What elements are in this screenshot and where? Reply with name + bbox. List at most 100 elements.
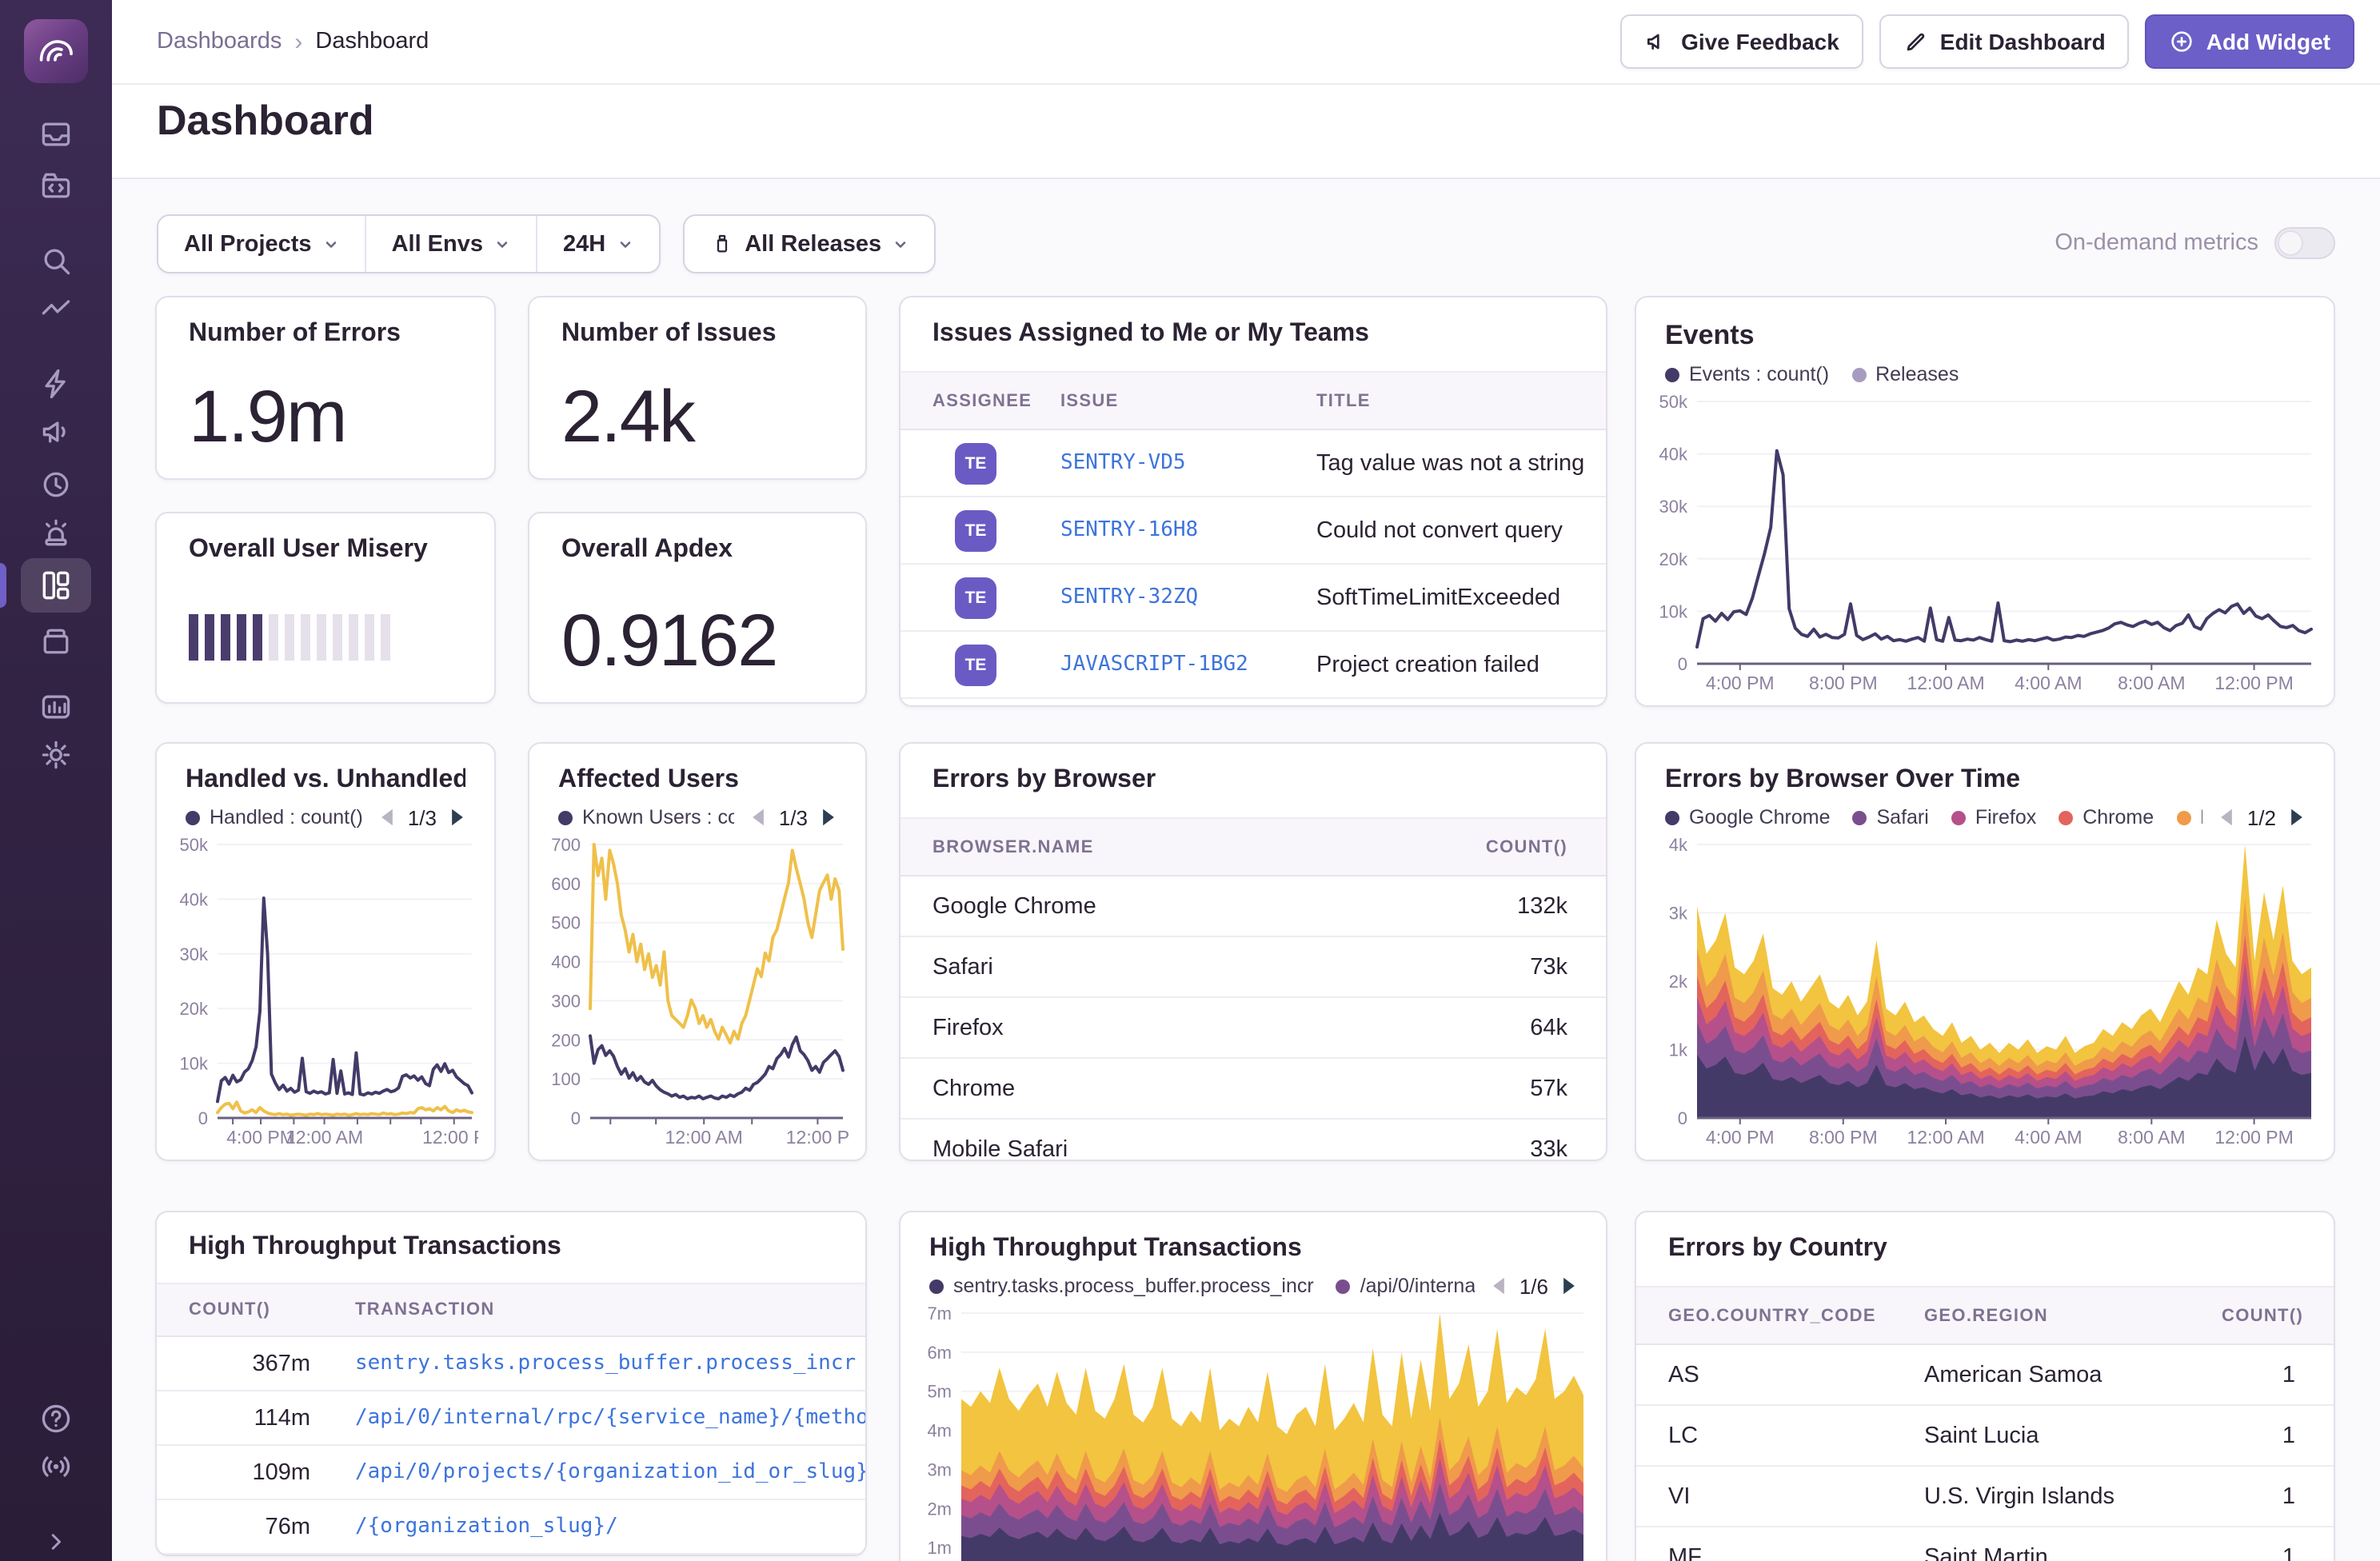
column-header[interactable]: ASSIGNEE [932,391,1032,410]
chart-canvas: 0 10k 20k 30k 40k 50k 4:00 PM 8:00 PM 12:00 AM 4:… [1659,392,2313,693]
chevron-down-icon [619,241,630,247]
assignee-avatar[interactable]: TE [955,577,996,618]
assignee-avatar[interactable]: TE [955,644,996,685]
sidebar-item-search[interactable] [27,232,85,289]
svg-text:20k: 20k [180,999,209,1019]
legend-item[interactable]: Google Chrome [1665,806,1831,828]
assignee-cell: TE [900,644,1060,685]
column-header[interactable]: COUNT() [189,1300,271,1319]
pagination-prev-button[interactable] [379,808,395,827]
svg-text:4k: 4k [1669,835,1688,855]
sidebar-item-alerts[interactable] [27,355,85,413]
errors-by-browser-table: BROWSER.NAME COUNT() Google Chrome 132k Safa… [900,819,1606,1160]
issue-link[interactable]: SENTRY-VD5 [1060,451,1186,475]
pagination-count: 1/2 [2246,805,2276,829]
column-header[interactable]: TRANSACTION [355,1300,495,1319]
sidebar-item-feedback[interactable] [27,403,85,461]
sidebar-item-dashboards[interactable] [21,558,91,613]
browser-name: Safari [932,954,993,980]
legend-item[interactable]: Chrome [2059,806,2154,828]
widget-overall-apdex: Overall Apdex 0.9162 [528,512,867,704]
country-region: Saint Lucia [1924,1423,2039,1448]
misery-segment [333,614,342,661]
column-header[interactable]: GEO.REGION [1924,1306,2048,1325]
pagination-next-button[interactable] [2289,808,2305,827]
column-header[interactable]: ISSUE [1060,391,1119,410]
legend-item[interactable]: Mobile S [2176,806,2202,828]
svg-text:12:00 AM: 12:00 AM [286,1127,363,1148]
svg-text:4:00 PM: 4:00 PM [226,1127,295,1148]
sidebar [0,0,112,1561]
transaction-link[interactable]: sentry.tasks.process_buffer.process_incr [355,1351,857,1375]
column-header[interactable]: TITLE [1316,391,1371,410]
transaction-link[interactable]: /{organization_slug}/ [355,1515,618,1539]
sidebar-item-crons[interactable] [27,504,85,561]
table-row: MF Saint Martin 1 [1636,1527,2334,1561]
table-row: TE SENTRY-16H8 Could not convert query [900,497,1606,565]
sidebar-collapse-toggle[interactable] [27,1513,85,1561]
on-demand-metrics-toggle[interactable] [2274,227,2335,259]
column-header[interactable]: GEO.COUNTRY_CODE [1668,1306,1876,1325]
pagination-prev-button[interactable] [2218,808,2234,827]
assignee-avatar[interactable]: TE [955,442,996,484]
issue-link[interactable]: SENTRY-32ZQ [1060,585,1199,609]
give-feedback-button[interactable]: Give Feedback [1620,14,1863,69]
add-widget-button[interactable]: Add Widget [2145,14,2354,69]
sidebar-item-replays[interactable] [27,456,85,513]
assignee-avatar[interactable]: TE [955,509,996,551]
legend-item[interactable]: /api/0/internal/r [1336,1275,1475,1297]
transaction-link[interactable]: /api/0/projects/{organization_id_or_slug… [355,1460,865,1484]
sidebar-item-stats[interactable] [27,678,85,736]
svg-text:12:00 P: 12:00 P [786,1127,849,1148]
sidebar-item-issues[interactable] [27,106,85,163]
svg-text:600: 600 [551,874,581,894]
legend-item[interactable]: sentry.tasks.process_buffer.process_incr [929,1275,1314,1297]
svg-text:8:00 PM: 8:00 PM [1809,673,1878,693]
legend-dot-icon [1665,810,1679,824]
column-header[interactable]: COUNT() [1485,837,1567,856]
transaction-link[interactable]: /api/0/internal/rpc/{service_name}/{meth… [355,1406,865,1430]
broadcast-icon [42,1456,70,1477]
pagination-next-button[interactable] [449,808,465,827]
performance-zigzag-icon [42,300,70,315]
column-header[interactable]: BROWSER.NAME [932,837,1094,856]
legend-item[interactable]: Safari [1852,806,1929,828]
sidebar-item-broadcast[interactable] [27,1438,85,1495]
crons-siren-icon [45,519,67,546]
column-header[interactable]: COUNT() [2222,1306,2304,1325]
period-filter-dropdown[interactable]: 24H [536,216,658,272]
legend-item[interactable]: Known Users : cour [558,806,734,828]
svg-text:20k: 20k [1659,549,1688,569]
legend-item[interactable]: Events : count() [1665,363,1829,385]
pagination-next-button[interactable] [1561,1276,1577,1296]
legend-item[interactable]: Releases [1851,363,1959,385]
sentry-logo[interactable] [24,19,88,83]
plus-circle-icon [2172,31,2193,52]
widget-title: Overall User Misery [189,536,428,563]
envs-filter-dropdown[interactable]: All Envs [364,216,536,272]
projects-filter-value: All Projects [184,231,312,257]
legend-item[interactable]: Handled : count() [186,806,363,828]
issue-link[interactable]: JAVASCRIPT-1BG2 [1060,653,1248,677]
releases-filter-dropdown[interactable]: All Releases [684,216,934,272]
sidebar-item-help[interactable] [27,1390,85,1447]
legend-pagination: 1/3 [379,805,465,829]
issue-link[interactable]: SENTRY-16H8 [1060,518,1199,542]
legend-label: Safari [1876,806,1929,828]
sidebar-item-settings[interactable] [27,726,85,784]
breadcrumb-dashboards-link[interactable]: Dashboards [157,29,282,54]
sidebar-item-projects[interactable] [27,157,85,214]
edit-dashboard-button[interactable]: Edit Dashboard [1879,14,2130,69]
sidebar-item-performance[interactable] [27,281,85,339]
issue-title: Could not convert query [1316,517,1563,543]
projects-filter-dropdown[interactable]: All Projects [158,216,365,272]
issue-title: SoftTimeLimitExceeded [1316,585,1561,610]
pagination-prev-button[interactable] [1491,1276,1507,1296]
legend-item[interactable]: Firefox [1951,806,2036,828]
sidebar-item-releases[interactable] [27,613,85,670]
widget-high-throughput-table: High Throughput Transactions COUNT() TRAN… [155,1211,867,1556]
pagination-next-button[interactable] [821,808,837,827]
pagination-prev-button[interactable] [750,808,766,827]
widget-title: Number of Issues [561,320,777,347]
